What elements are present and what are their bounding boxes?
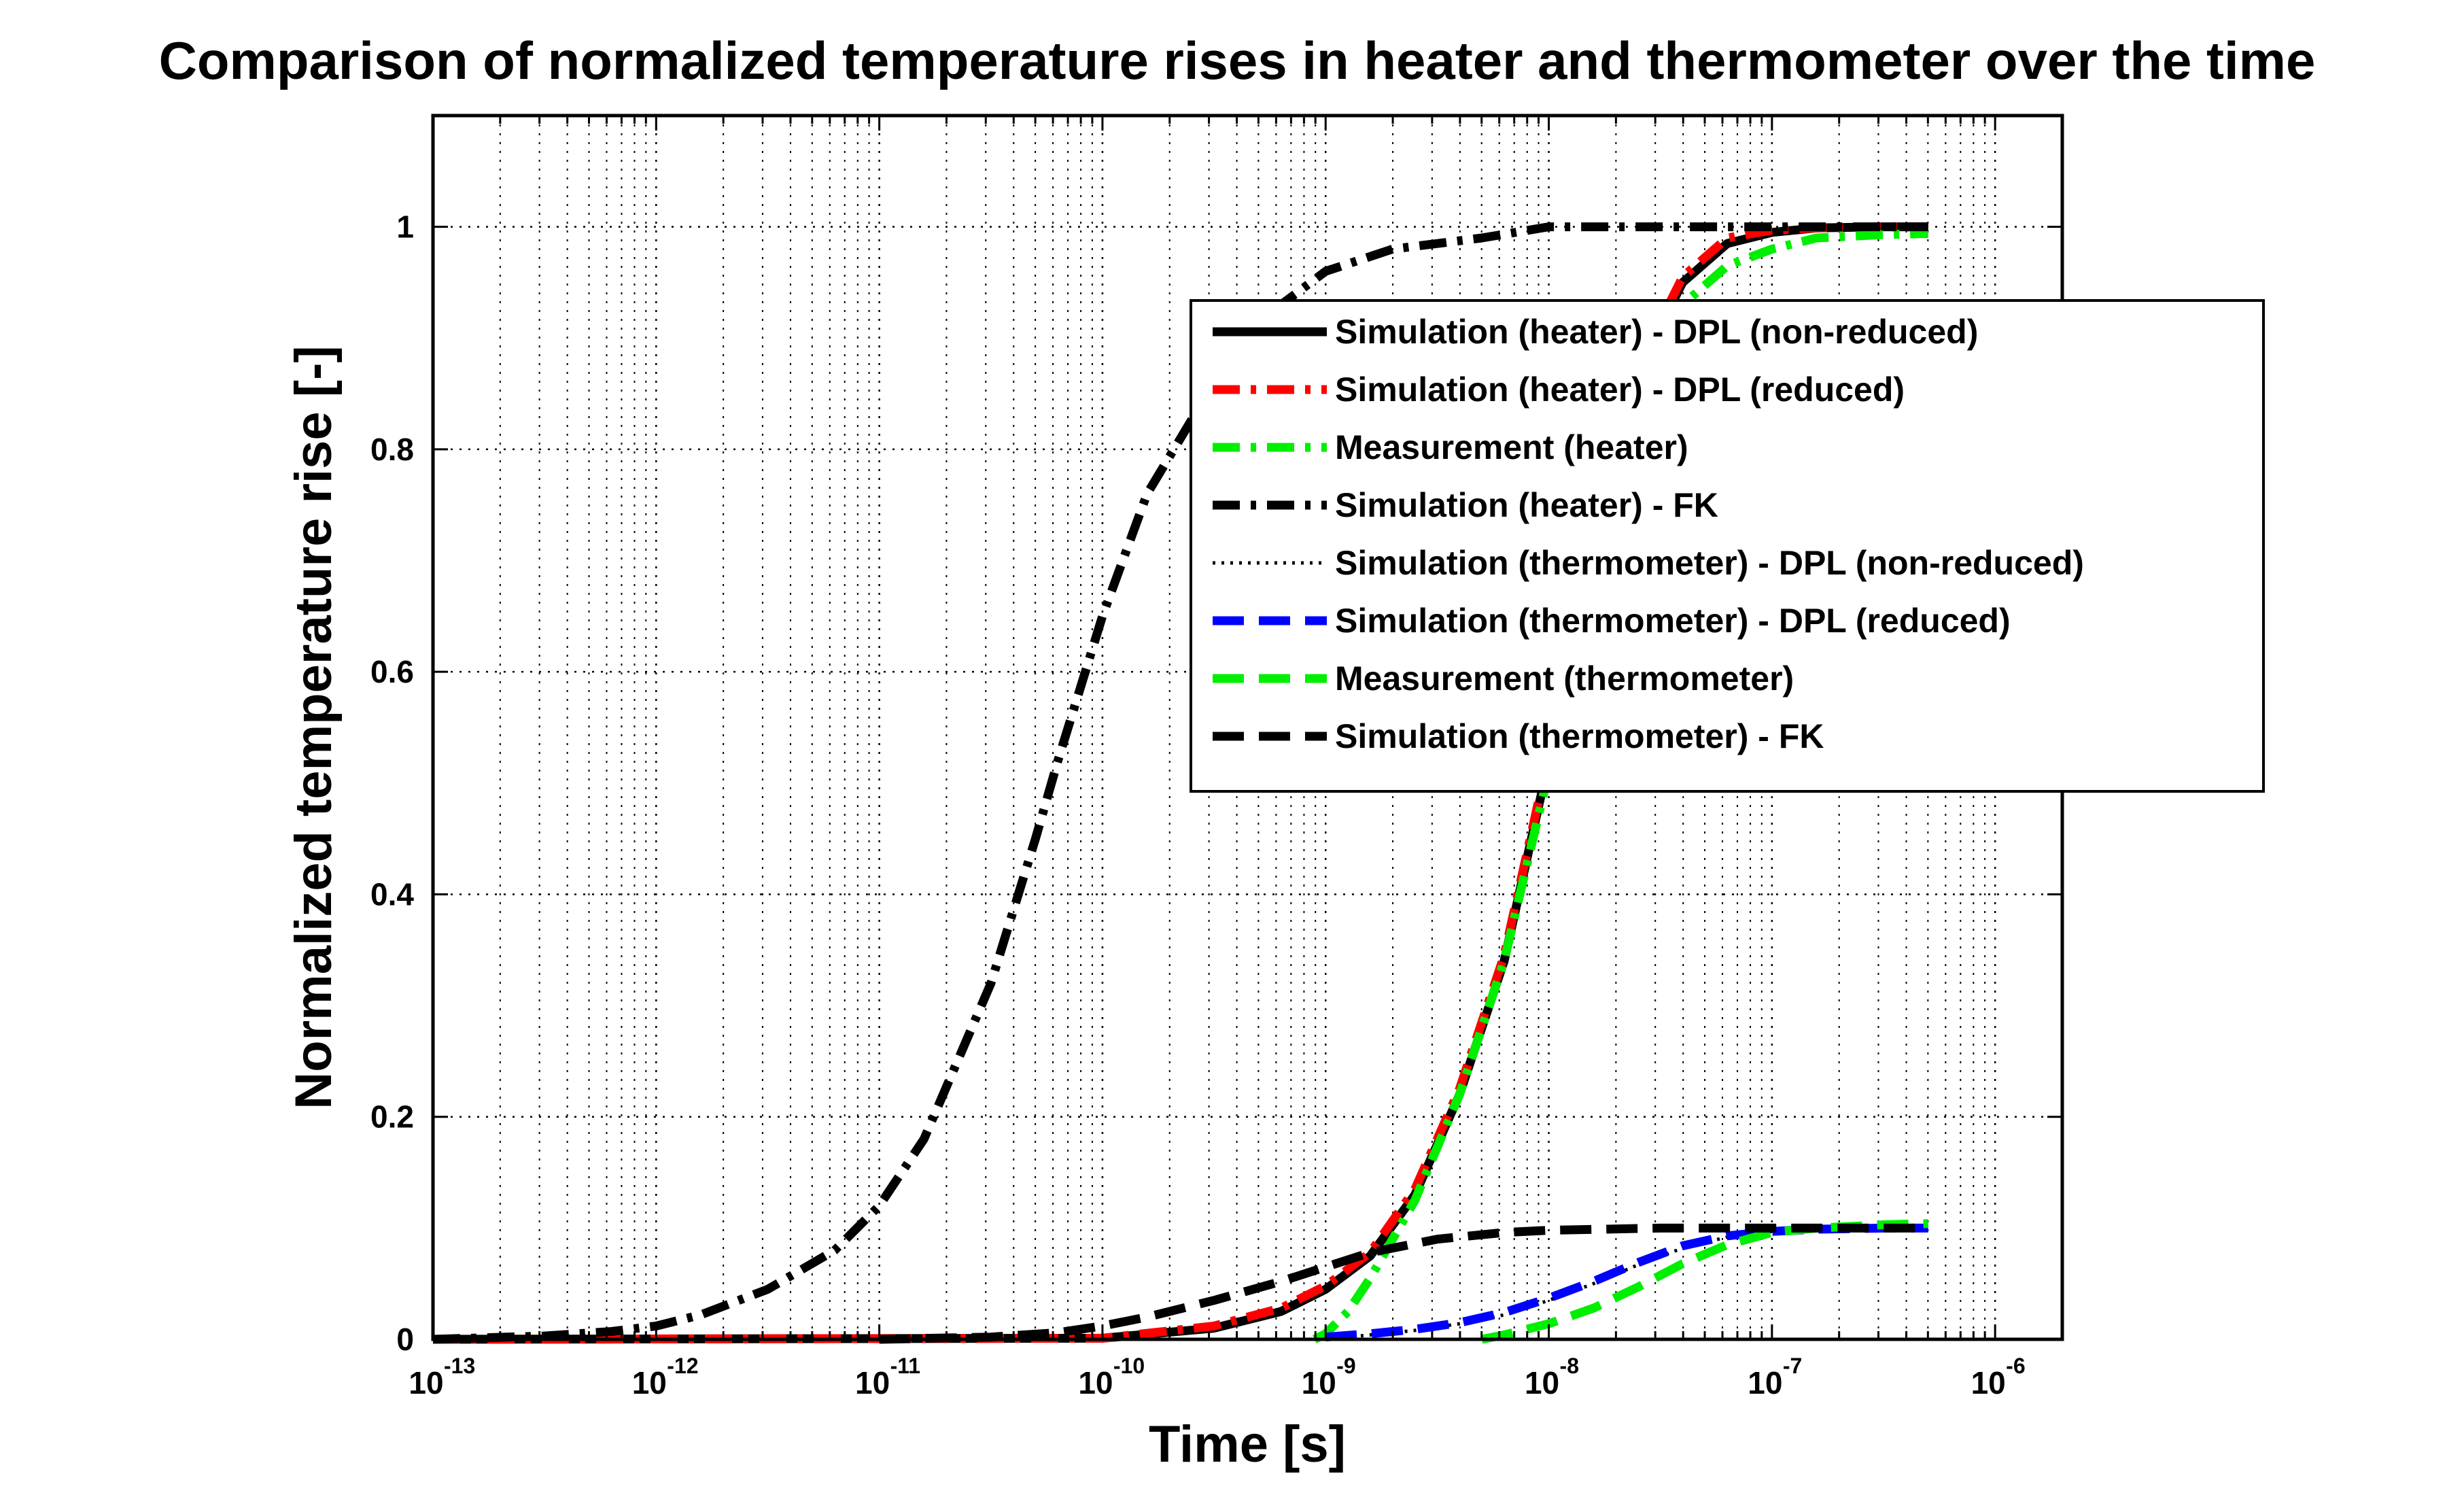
y-axis-label: Normalized temperature rise [-] <box>285 345 343 1109</box>
series-line-3 <box>1312 229 1928 1343</box>
x-tick-exponent: -10 <box>1113 1354 1145 1378</box>
legend: Simulation (heater) - DPL (non-reduced) S… <box>1190 299 2265 793</box>
y-tick-label: 0.6 <box>370 654 414 689</box>
y-tick-label: 0.2 <box>370 1099 414 1135</box>
x-tick-exponent: -12 <box>667 1354 698 1378</box>
series-line-4 <box>432 222 1928 1344</box>
legend-entry: Simulation (thermometer) - FK <box>1335 717 1824 755</box>
x-tick-label: 10 <box>409 1365 443 1401</box>
y-tick-label: 0.4 <box>370 876 414 912</box>
legend-entry: Simulation (heater) - DPL (non-reduced) <box>1335 313 1978 351</box>
x-tick-exponent: -7 <box>1783 1354 1802 1378</box>
x-tick-label: 10 <box>855 1365 890 1401</box>
legend-entry: Simulation (thermometer) - DPL (non-redu… <box>1335 544 2084 582</box>
x-tick-exponent: -13 <box>444 1354 475 1378</box>
legend-entry: Measurement (thermometer) <box>1335 659 1794 698</box>
x-tick-label: 10 <box>1302 1365 1336 1401</box>
x-tick-label: 10 <box>632 1365 667 1401</box>
legend-entry: Simulation (thermometer) - DPL (reduced) <box>1335 602 2011 640</box>
legend-entry: Measurement (heater) <box>1335 428 1688 466</box>
legend-entry: Simulation (heater) - DPL (reduced) <box>1335 371 1905 409</box>
y-tick-label: 0.8 <box>370 432 414 467</box>
series-line-6 <box>1325 1223 1928 1342</box>
x-tick-exponent: -9 <box>1336 1354 1355 1378</box>
x-tick-exponent: -11 <box>890 1354 920 1378</box>
x-tick-exponent: -6 <box>2006 1354 2025 1378</box>
x-tick-label: 10 <box>1078 1365 1113 1401</box>
legend-box <box>1190 299 2265 793</box>
series-line-8 <box>879 1223 1928 1344</box>
x-tick-exponent: -8 <box>1560 1354 1579 1378</box>
legend-entry: Simulation (heater) - FK <box>1335 486 1718 524</box>
x-tick-label: 10 <box>1971 1365 2006 1401</box>
x-axis-label: Time [s] <box>1149 1415 1346 1473</box>
y-tick-label: 0 <box>396 1322 414 1357</box>
x-tick-label: 10 <box>1748 1365 1782 1401</box>
y-tick-label: 1 <box>396 209 414 245</box>
x-tick-label: 10 <box>1525 1365 1559 1401</box>
chart-title: Comparison of normalized temperature ris… <box>159 31 2316 90</box>
